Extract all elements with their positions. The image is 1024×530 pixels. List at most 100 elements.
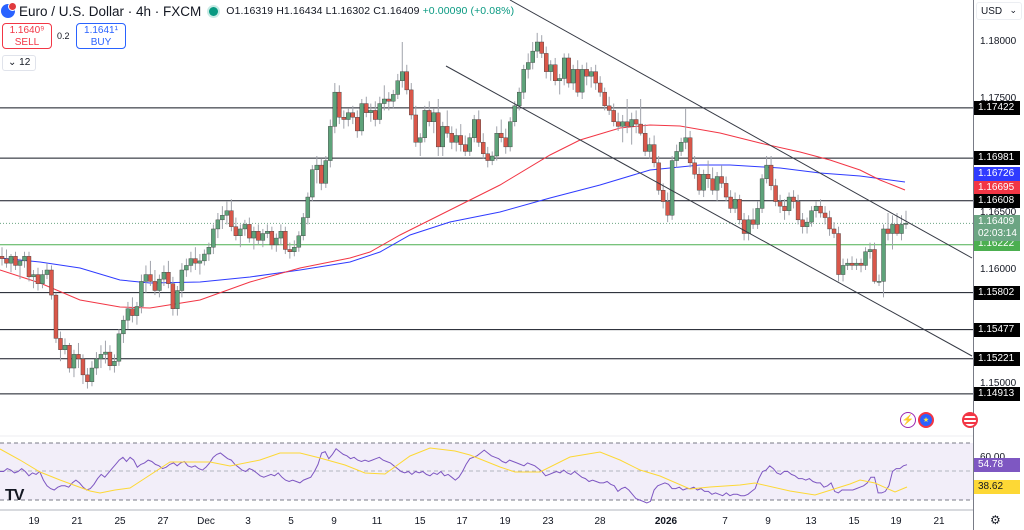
candle (35, 267, 41, 291)
price-axis[interactable] (973, 0, 1024, 530)
candle (238, 224, 243, 248)
price-tick: 1.18000 (980, 36, 1017, 47)
candle (678, 137, 684, 156)
candle (831, 222, 837, 239)
candle (377, 96, 382, 125)
candle (323, 156, 329, 188)
candle (427, 101, 432, 127)
candle (179, 263, 185, 298)
candle (431, 108, 436, 134)
time-tick: 5 (288, 516, 294, 527)
candle (134, 301, 140, 325)
candle (85, 368, 90, 389)
candle (62, 338, 68, 355)
candle (292, 240, 297, 257)
candle (319, 158, 324, 191)
time-tick: 15 (414, 516, 426, 527)
buy-price: 1.1641¹ (84, 25, 118, 36)
candle (867, 242, 873, 259)
candle (701, 169, 706, 198)
bar-countdown: 02:03:14 (978, 228, 1017, 239)
candle (692, 156, 697, 179)
candle (746, 215, 751, 241)
sell-button[interactable]: 1.1640⁹ SELL (2, 23, 52, 49)
tradingview-logo[interactable]: TV (5, 487, 24, 504)
time-tick: 21 (71, 516, 83, 527)
candle (526, 53, 531, 79)
candle (359, 99, 365, 136)
time-tick: 27 (157, 516, 169, 527)
candle (521, 64, 526, 99)
gear-icon[interactable]: ⚙ (990, 513, 1001, 527)
spread-value: 0.2 (57, 31, 70, 41)
buy-button[interactable]: 1.1641¹ BUY (76, 23, 126, 49)
chart-header: Euro / U.S. Dollar · 4h · FXCM O1.16319 … (0, 2, 514, 19)
candle (17, 258, 23, 280)
candle (647, 137, 652, 159)
candle (269, 226, 275, 250)
candle (660, 183, 666, 209)
trend-channel-line[interactable] (509, 0, 973, 259)
time-tick: 9 (765, 516, 771, 527)
candle (346, 108, 351, 127)
candle (463, 135, 468, 156)
moving-average-red (0, 124, 906, 309)
candle (278, 224, 284, 245)
flash-news-icon[interactable]: ⚡ (900, 412, 916, 428)
ohlc-values: O1.16319 H1.16434 L1.16302 C1.16409 +0.0… (226, 5, 514, 17)
trend-channel-line[interactable] (445, 65, 973, 357)
candle (170, 276, 176, 316)
candle (247, 217, 252, 243)
candle (49, 265, 54, 300)
candle (876, 274, 882, 286)
candle (224, 201, 230, 225)
candle (845, 258, 850, 270)
symbol-title[interactable]: Euro / U.S. Dollar · 4h · FXCM (19, 3, 202, 19)
candle (202, 249, 207, 266)
candle (260, 228, 266, 248)
price-tick: 1.16000 (980, 264, 1017, 275)
candle (152, 270, 158, 296)
candle (813, 201, 819, 218)
candle (296, 231, 302, 252)
candle (215, 213, 221, 239)
candle (130, 297, 135, 323)
candle (696, 167, 702, 195)
candle (606, 96, 612, 115)
currency-selector[interactable]: USD ⌄ (976, 2, 1022, 20)
candle (786, 192, 792, 216)
candle (809, 206, 814, 227)
candle (116, 329, 122, 366)
candle (67, 342, 72, 373)
moving-average-blue (0, 164, 906, 284)
candle (107, 345, 113, 371)
candle (629, 112, 634, 145)
us-event-icon[interactable] (962, 412, 978, 428)
candle (548, 60, 553, 81)
candle (795, 194, 801, 225)
price-level-label: 1.14913 (974, 387, 1020, 401)
candle (103, 340, 108, 364)
candle (773, 178, 778, 207)
candle (229, 199, 234, 232)
candle (436, 99, 441, 156)
candle (624, 99, 630, 134)
last-price-label: 1.16409 02:03:14 (974, 215, 1020, 241)
rsi-line (0, 447, 908, 504)
eu-event-icon[interactable]: ★ (918, 412, 934, 428)
candle (161, 265, 167, 286)
sell-price: 1.1640⁹ (9, 25, 45, 36)
candle (26, 251, 32, 282)
candle (728, 190, 733, 213)
candle (31, 270, 36, 289)
candle (449, 126, 454, 150)
candle (674, 144, 679, 168)
candle (723, 176, 729, 202)
candle (543, 46, 549, 79)
indicators-toggle-button[interactable]: ⌄ 12 (2, 55, 37, 71)
candle (485, 146, 490, 168)
candle (881, 224, 886, 298)
price-level-label: 1.16981 (974, 151, 1020, 165)
price-level-label: 1.16695 (974, 181, 1020, 195)
